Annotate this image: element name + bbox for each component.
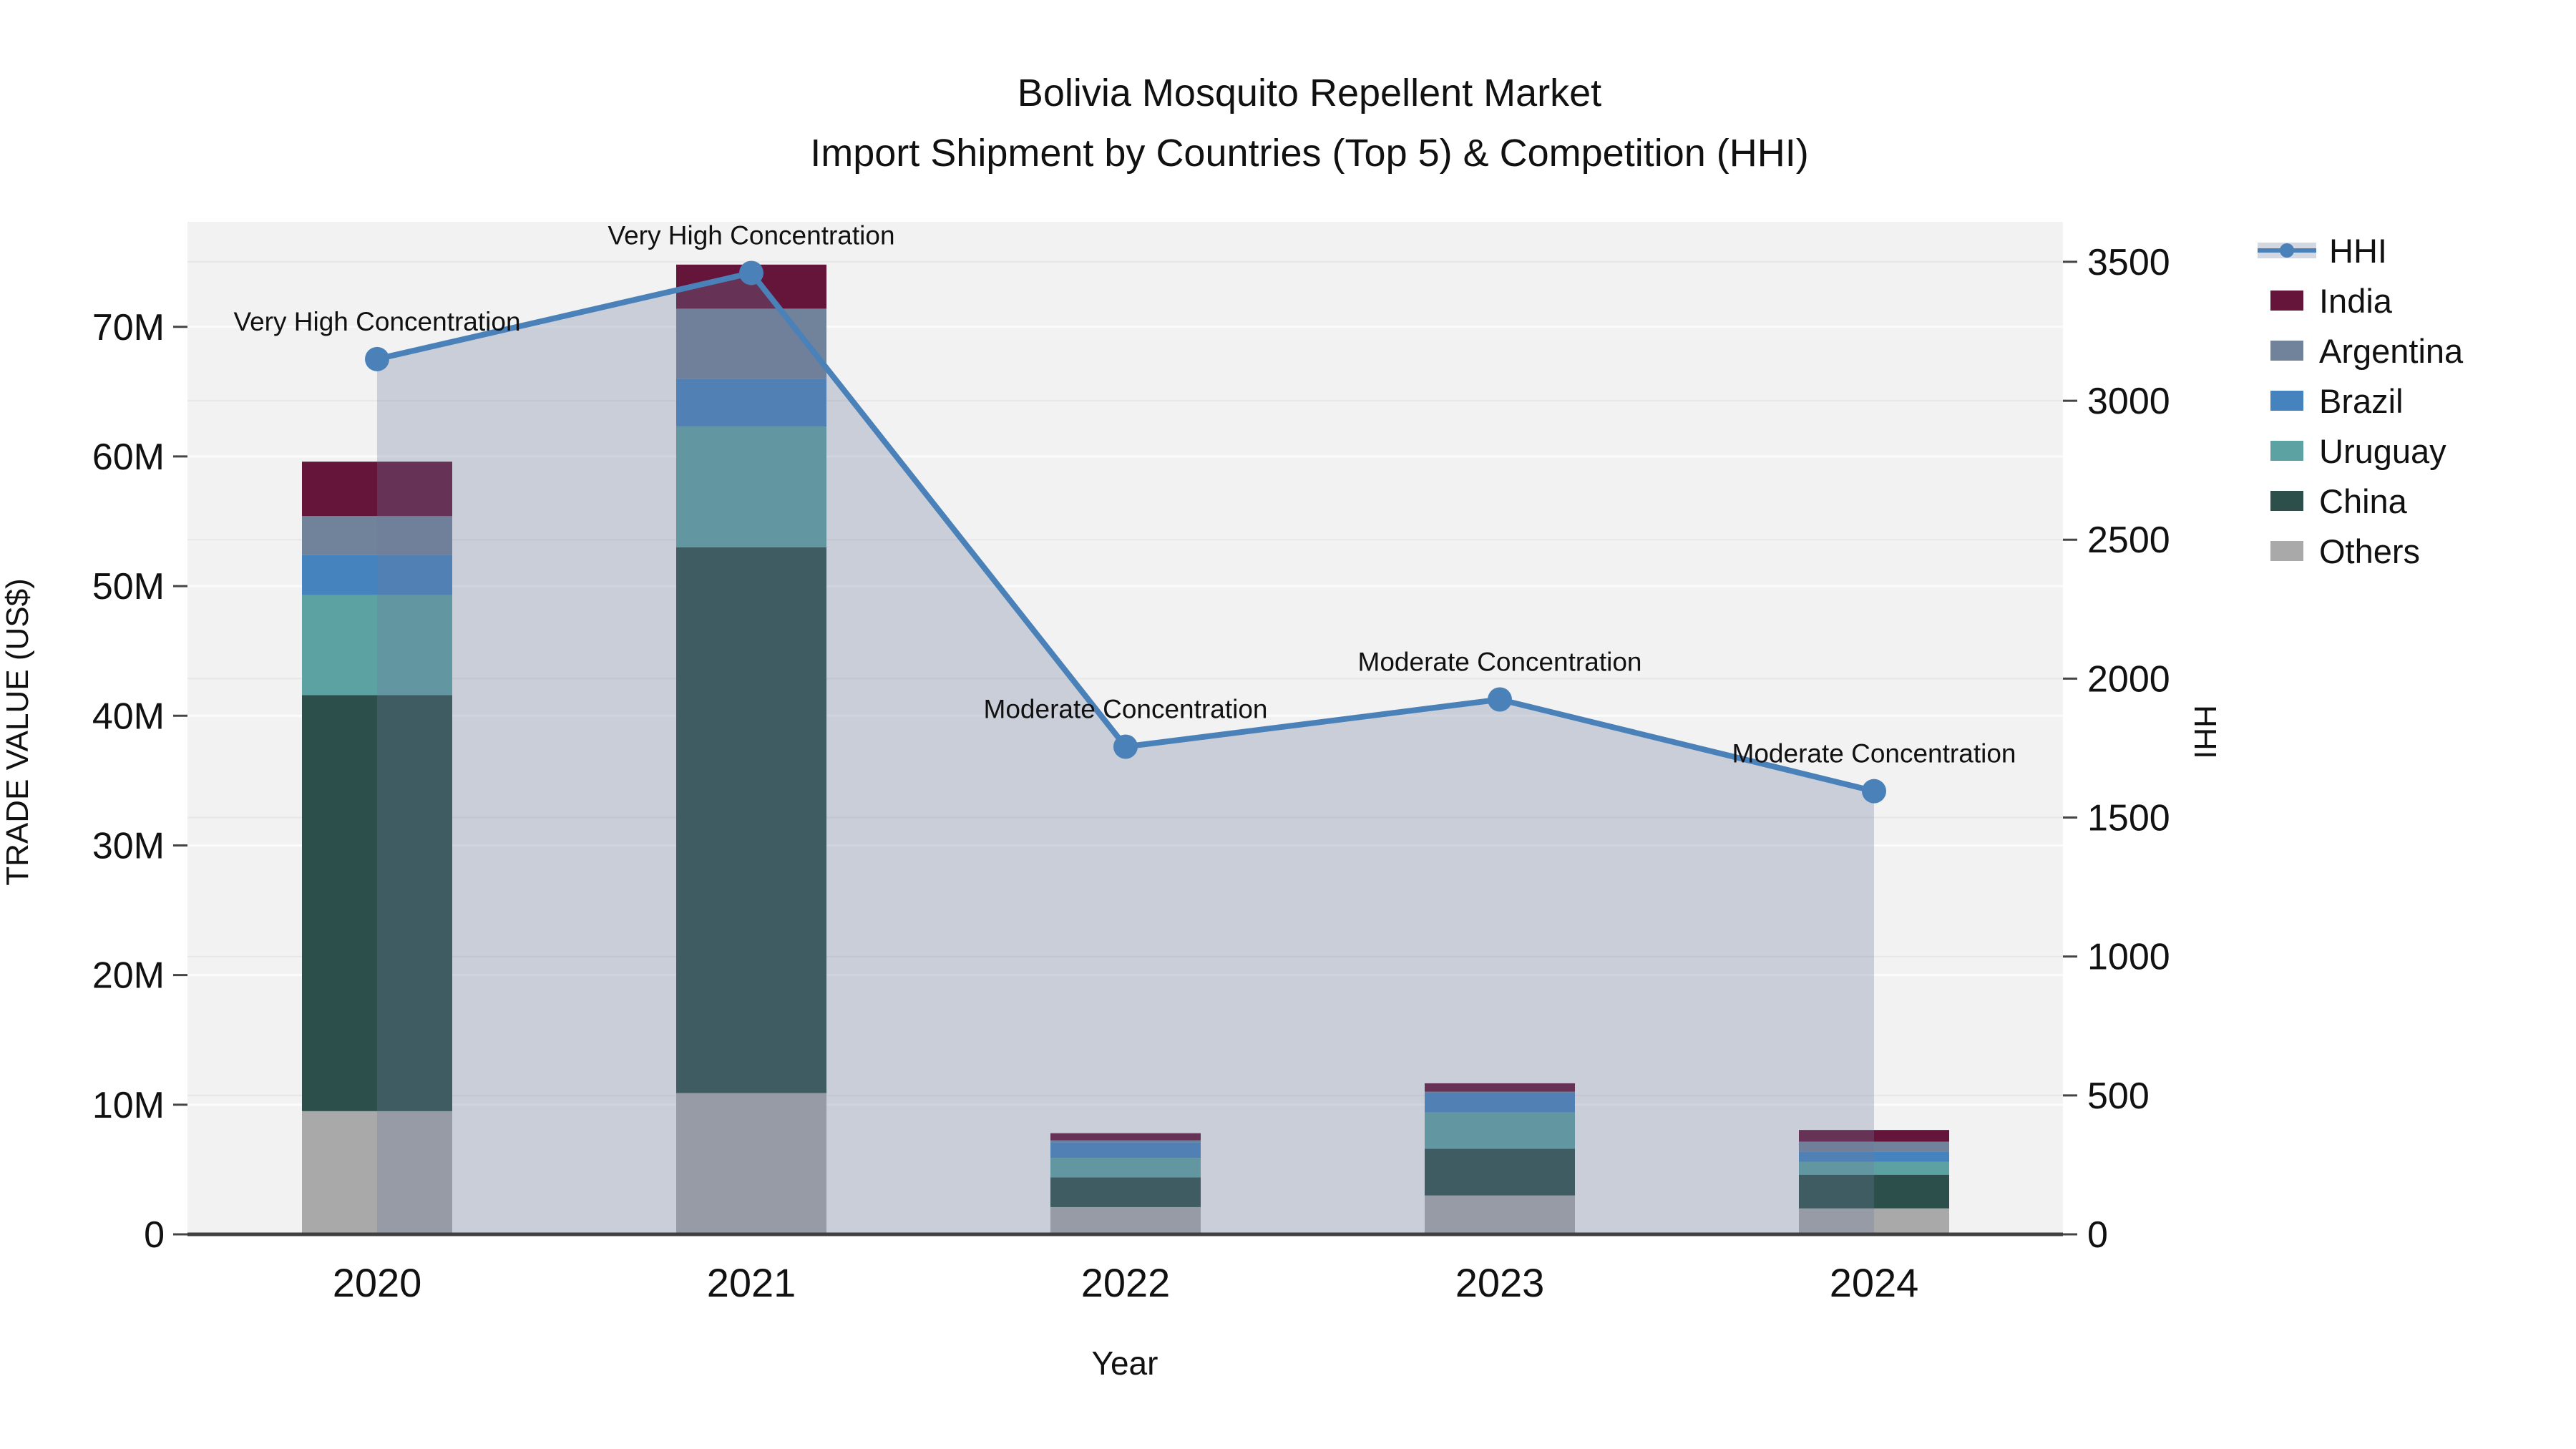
- chart-title-line2: Import Shipment by Countries (Top 5) & C…: [810, 132, 1809, 175]
- bar-segment-india-2020[interactable]: [302, 462, 452, 517]
- annotation-2024: Moderate Concentration: [1732, 739, 2016, 769]
- annotation-2021: Very High Concentration: [608, 220, 894, 250]
- bar-segment-argentina-2023[interactable]: [1425, 1091, 1575, 1093]
- legend-item-india[interactable]: India: [2258, 275, 2565, 326]
- bar-segment-others-2020[interactable]: [302, 1111, 452, 1234]
- legend-item-hhi[interactable]: HHI: [2258, 225, 2565, 275]
- bar-segment-india-2022[interactable]: [1050, 1133, 1201, 1141]
- y-tick-right-3500: 3500: [2087, 242, 2170, 283]
- legend-label-uruguay: Uruguay: [2319, 431, 2446, 470]
- y-axis-title-right: HHI: [2187, 705, 2223, 759]
- bar-segment-others-2024[interactable]: [1799, 1208, 1949, 1234]
- hhi-marker-2024[interactable]: [1862, 779, 1886, 804]
- y-tick-right-2000: 2000: [2087, 658, 2170, 700]
- legend-item-argentina[interactable]: Argentina: [2258, 326, 2565, 376]
- y-tick-right-3000: 3000: [2087, 381, 2170, 422]
- y-axis-title-left: TRADE VALUE (US$): [0, 578, 35, 886]
- legend-label-brazil: Brazil: [2319, 381, 2404, 420]
- y-tick-left-50M: 50M: [92, 566, 165, 608]
- x-tick-2020: 2020: [333, 1260, 422, 1305]
- annotation-2022: Moderate Concentration: [984, 695, 1268, 724]
- hhi-marker-2023[interactable]: [1488, 687, 1512, 712]
- legend-swatch-china: [2270, 491, 2303, 511]
- y-tick-left-30M: 30M: [92, 825, 165, 867]
- y-tick-left-10M: 10M: [92, 1085, 165, 1126]
- bar-segment-brazil-2024[interactable]: [1799, 1151, 1949, 1162]
- legend-item-china[interactable]: China: [2258, 476, 2565, 526]
- legend-item-uruguay[interactable]: Uruguay: [2258, 426, 2565, 476]
- bar-segment-uruguay-2020[interactable]: [302, 595, 452, 696]
- legend-swatch-brazil: [2270, 391, 2303, 411]
- legend-label-india: India: [2319, 281, 2392, 320]
- x-tick-2021: 2021: [707, 1260, 796, 1305]
- y-tick-right-1000: 1000: [2087, 937, 2170, 978]
- legend-swatch-argentina: [2270, 341, 2303, 361]
- annotation-2023: Moderate Concentration: [1358, 648, 1642, 677]
- y-tick-right-0: 0: [2087, 1214, 2108, 1256]
- bar-segment-argentina-2024[interactable]: [1799, 1141, 1949, 1152]
- bar-segment-brazil-2022[interactable]: [1050, 1142, 1201, 1158]
- hhi-marker-2022[interactable]: [1113, 734, 1138, 759]
- bar-segment-uruguay-2021[interactable]: [676, 426, 826, 547]
- x-tick-2023: 2023: [1455, 1260, 1545, 1305]
- bar-segment-china-2021[interactable]: [676, 547, 826, 1093]
- legend-swatch-others: [2270, 541, 2303, 561]
- legend-label-china: China: [2319, 482, 2407, 520]
- bar-segment-brazil-2023[interactable]: [1425, 1093, 1575, 1113]
- bar-segment-others-2022[interactable]: [1050, 1206, 1201, 1234]
- chart-title-line1: Bolivia Mosquito Repellent Market: [1017, 72, 1602, 114]
- bar-segment-china-2024[interactable]: [1799, 1174, 1949, 1209]
- legend-item-others[interactable]: Others: [2258, 526, 2565, 576]
- y-tick-left-70M: 70M: [92, 307, 165, 348]
- x-axis-title: Year: [1091, 1345, 1158, 1382]
- bar-segment-uruguay-2022[interactable]: [1050, 1158, 1201, 1178]
- y-tick-right-2500: 2500: [2087, 519, 2170, 561]
- legend-label-argentina: Argentina: [2319, 331, 2464, 370]
- x-tick-2024: 2024: [1830, 1260, 1919, 1305]
- plot-background: [187, 222, 2063, 1234]
- bar-segment-argentina-2020[interactable]: [302, 516, 452, 555]
- y-tick-left-20M: 20M: [92, 955, 165, 997]
- legend-swatch-india: [2270, 291, 2303, 311]
- hhi-line-legend-icon: [2258, 242, 2316, 259]
- legend-item-brazil[interactable]: Brazil: [2258, 376, 2565, 426]
- legend-label-hhi: HHI: [2329, 231, 2387, 270]
- bar-segment-india-2024[interactable]: [1799, 1130, 1949, 1142]
- bar-segment-china-2020[interactable]: [302, 695, 452, 1111]
- bar-segment-brazil-2020[interactable]: [302, 555, 452, 595]
- legend-swatch-uruguay: [2270, 441, 2303, 461]
- y-tick-left-60M: 60M: [92, 436, 165, 478]
- hhi-marker-2020[interactable]: [365, 346, 389, 371]
- chart-title: Bolivia Mosquito Repellent Market Import…: [472, 63, 2147, 183]
- bar-segment-others-2021[interactable]: [676, 1093, 826, 1234]
- bar-segment-uruguay-2024[interactable]: [1799, 1161, 1949, 1175]
- y-tick-right-500: 500: [2087, 1075, 2150, 1117]
- bar-segment-argentina-2021[interactable]: [676, 308, 826, 379]
- bar-segment-brazil-2021[interactable]: [676, 379, 826, 427]
- legend-label-others: Others: [2319, 532, 2421, 570]
- y-tick-left-0: 0: [144, 1214, 165, 1256]
- bar-segment-india-2023[interactable]: [1425, 1083, 1575, 1092]
- bar-segment-uruguay-2023[interactable]: [1425, 1112, 1575, 1149]
- y-tick-left-40M: 40M: [92, 696, 165, 737]
- bar-segment-argentina-2022[interactable]: [1050, 1140, 1201, 1143]
- hhi-marker-2021[interactable]: [739, 260, 763, 286]
- legend: HHI India Argentina Brazil Uruguay China Other…: [2258, 225, 2565, 576]
- bar-segment-others-2023[interactable]: [1425, 1195, 1575, 1234]
- bar-segment-china-2022[interactable]: [1050, 1177, 1201, 1207]
- bar-segment-china-2023[interactable]: [1425, 1148, 1575, 1196]
- x-tick-2022: 2022: [1081, 1260, 1171, 1305]
- y-tick-right-1500: 1500: [2087, 798, 2170, 839]
- annotation-2020: Very High Concentration: [233, 307, 520, 336]
